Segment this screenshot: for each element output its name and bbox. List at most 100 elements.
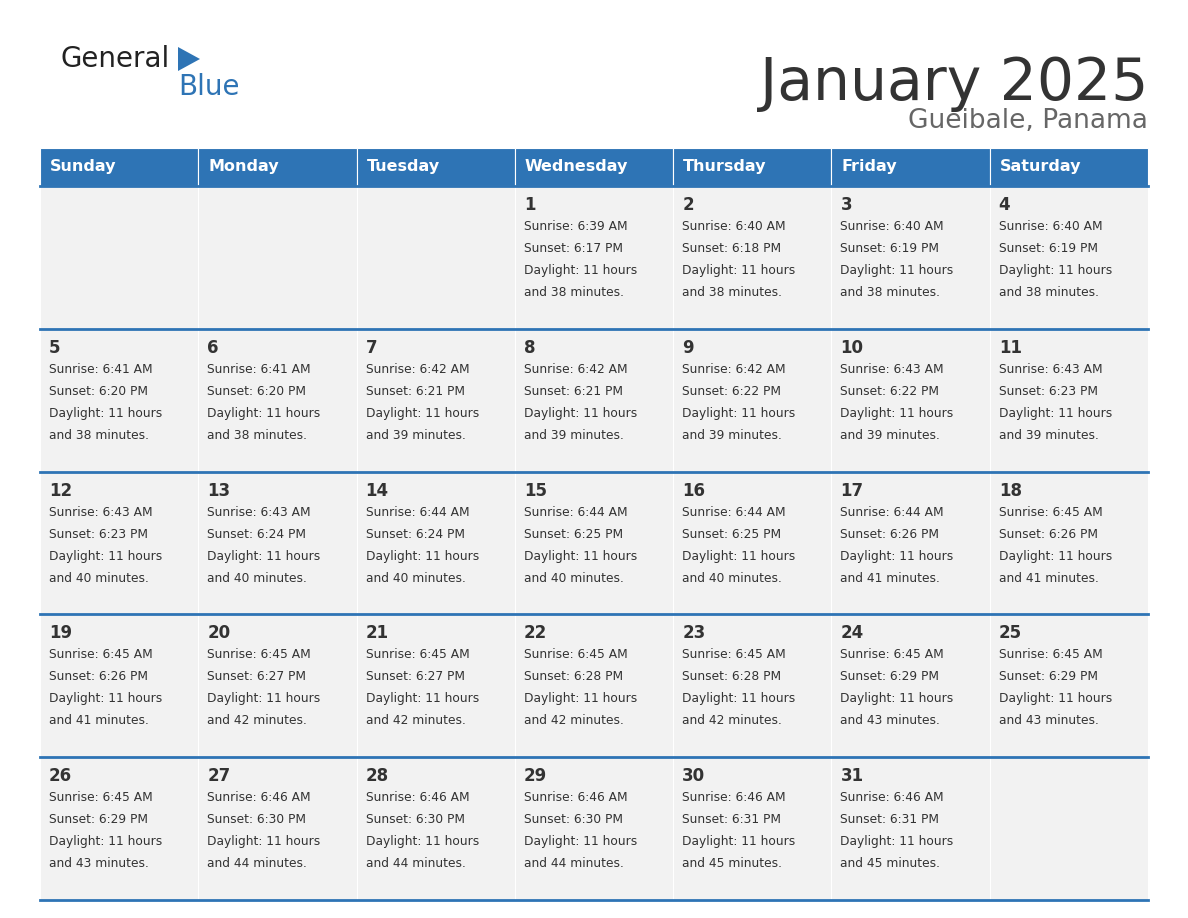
Text: Sunset: 6:24 PM: Sunset: 6:24 PM [366, 528, 465, 541]
Text: 29: 29 [524, 767, 548, 785]
Text: and 39 minutes.: and 39 minutes. [524, 429, 624, 442]
Text: Sunrise: 6:46 AM: Sunrise: 6:46 AM [524, 791, 627, 804]
Text: and 45 minutes.: and 45 minutes. [840, 857, 941, 870]
Text: 13: 13 [207, 482, 230, 499]
Text: 26: 26 [49, 767, 72, 785]
Bar [514, 614, 674, 757]
Text: 25: 25 [999, 624, 1022, 643]
Text: 28: 28 [366, 767, 388, 785]
Text: and 38 minutes.: and 38 minutes. [682, 286, 782, 299]
Text: 3: 3 [840, 196, 852, 214]
Text: Sunrise: 6:41 AM: Sunrise: 6:41 AM [207, 363, 311, 375]
Bar [990, 472, 1148, 614]
Text: Daylight: 11 hours: Daylight: 11 hours [999, 407, 1112, 420]
Text: 14: 14 [366, 482, 388, 499]
Text: Tuesday: Tuesday [367, 160, 440, 174]
Text: Sunset: 6:31 PM: Sunset: 6:31 PM [840, 813, 940, 826]
Text: Sunset: 6:29 PM: Sunset: 6:29 PM [840, 670, 940, 683]
Text: Sunrise: 6:44 AM: Sunrise: 6:44 AM [682, 506, 785, 519]
Text: and 42 minutes.: and 42 minutes. [524, 714, 624, 727]
Text: 9: 9 [682, 339, 694, 357]
Bar [990, 186, 1148, 329]
Text: Sunrise: 6:43 AM: Sunrise: 6:43 AM [207, 506, 311, 519]
Text: Daylight: 11 hours: Daylight: 11 hours [840, 264, 954, 277]
Text: Daylight: 11 hours: Daylight: 11 hours [682, 550, 796, 563]
Text: and 38 minutes.: and 38 minutes. [840, 286, 941, 299]
Bar [356, 614, 514, 757]
Text: Daylight: 11 hours: Daylight: 11 hours [524, 264, 637, 277]
Bar [514, 148, 674, 186]
Text: and 39 minutes.: and 39 minutes. [366, 429, 466, 442]
Text: Daylight: 11 hours: Daylight: 11 hours [524, 692, 637, 705]
Bar [674, 472, 832, 614]
Text: Sunset: 6:28 PM: Sunset: 6:28 PM [524, 670, 623, 683]
Text: and 42 minutes.: and 42 minutes. [682, 714, 782, 727]
Text: Sunset: 6:26 PM: Sunset: 6:26 PM [49, 670, 148, 683]
Text: Daylight: 11 hours: Daylight: 11 hours [207, 692, 321, 705]
Text: and 39 minutes.: and 39 minutes. [840, 429, 941, 442]
Text: Gueibale, Panama: Gueibale, Panama [908, 108, 1148, 134]
Bar [832, 757, 990, 900]
Text: Thursday: Thursday [683, 160, 766, 174]
Text: Daylight: 11 hours: Daylight: 11 hours [366, 835, 479, 848]
Bar [356, 329, 514, 472]
Text: 6: 6 [207, 339, 219, 357]
Text: Sunrise: 6:42 AM: Sunrise: 6:42 AM [524, 363, 627, 375]
Text: Sunrise: 6:44 AM: Sunrise: 6:44 AM [840, 506, 944, 519]
Text: Sunset: 6:28 PM: Sunset: 6:28 PM [682, 670, 782, 683]
Text: and 39 minutes.: and 39 minutes. [999, 429, 1099, 442]
Bar [40, 614, 198, 757]
Text: Sunset: 6:18 PM: Sunset: 6:18 PM [682, 242, 782, 255]
Text: Sunset: 6:19 PM: Sunset: 6:19 PM [999, 242, 1098, 255]
Bar [198, 329, 356, 472]
Text: Sunset: 6:27 PM: Sunset: 6:27 PM [366, 670, 465, 683]
Text: Sunrise: 6:44 AM: Sunrise: 6:44 AM [366, 506, 469, 519]
Text: Daylight: 11 hours: Daylight: 11 hours [524, 407, 637, 420]
Text: Sunset: 6:20 PM: Sunset: 6:20 PM [49, 385, 148, 397]
Bar [832, 472, 990, 614]
Text: Daylight: 11 hours: Daylight: 11 hours [840, 407, 954, 420]
Text: 4: 4 [999, 196, 1010, 214]
Text: Sunrise: 6:41 AM: Sunrise: 6:41 AM [49, 363, 152, 375]
Text: Sunset: 6:30 PM: Sunset: 6:30 PM [524, 813, 623, 826]
Text: and 43 minutes.: and 43 minutes. [49, 857, 148, 870]
Text: Sunset: 6:27 PM: Sunset: 6:27 PM [207, 670, 307, 683]
Text: and 44 minutes.: and 44 minutes. [524, 857, 624, 870]
Text: Daylight: 11 hours: Daylight: 11 hours [49, 550, 163, 563]
Text: Sunrise: 6:43 AM: Sunrise: 6:43 AM [49, 506, 152, 519]
Text: Sunrise: 6:46 AM: Sunrise: 6:46 AM [840, 791, 944, 804]
Text: and 40 minutes.: and 40 minutes. [49, 572, 148, 585]
Text: and 43 minutes.: and 43 minutes. [999, 714, 1099, 727]
Bar [674, 148, 832, 186]
Bar [40, 472, 198, 614]
Text: Sunset: 6:30 PM: Sunset: 6:30 PM [207, 813, 307, 826]
Text: 31: 31 [840, 767, 864, 785]
Text: Daylight: 11 hours: Daylight: 11 hours [366, 550, 479, 563]
Text: Sunset: 6:26 PM: Sunset: 6:26 PM [840, 528, 940, 541]
Text: 19: 19 [49, 624, 72, 643]
Text: Daylight: 11 hours: Daylight: 11 hours [49, 407, 163, 420]
Text: Sunrise: 6:44 AM: Sunrise: 6:44 AM [524, 506, 627, 519]
Bar [198, 757, 356, 900]
Text: Sunset: 6:20 PM: Sunset: 6:20 PM [207, 385, 307, 397]
Text: and 40 minutes.: and 40 minutes. [207, 572, 308, 585]
Text: and 38 minutes.: and 38 minutes. [999, 286, 1099, 299]
Bar [356, 186, 514, 329]
Text: Daylight: 11 hours: Daylight: 11 hours [524, 550, 637, 563]
Text: Sunrise: 6:42 AM: Sunrise: 6:42 AM [366, 363, 469, 375]
Text: and 42 minutes.: and 42 minutes. [366, 714, 466, 727]
Text: Daylight: 11 hours: Daylight: 11 hours [840, 550, 954, 563]
Text: 20: 20 [207, 624, 230, 643]
Text: Daylight: 11 hours: Daylight: 11 hours [366, 407, 479, 420]
Text: and 42 minutes.: and 42 minutes. [207, 714, 308, 727]
Text: Sunrise: 6:43 AM: Sunrise: 6:43 AM [840, 363, 944, 375]
Text: Sunrise: 6:45 AM: Sunrise: 6:45 AM [682, 648, 786, 661]
Text: Sunrise: 6:46 AM: Sunrise: 6:46 AM [682, 791, 785, 804]
Text: Daylight: 11 hours: Daylight: 11 hours [840, 835, 954, 848]
Text: and 38 minutes.: and 38 minutes. [49, 429, 148, 442]
Text: Sunday: Sunday [50, 160, 116, 174]
Bar [990, 614, 1148, 757]
Text: 1: 1 [524, 196, 536, 214]
Bar [832, 614, 990, 757]
Text: Daylight: 11 hours: Daylight: 11 hours [524, 835, 637, 848]
